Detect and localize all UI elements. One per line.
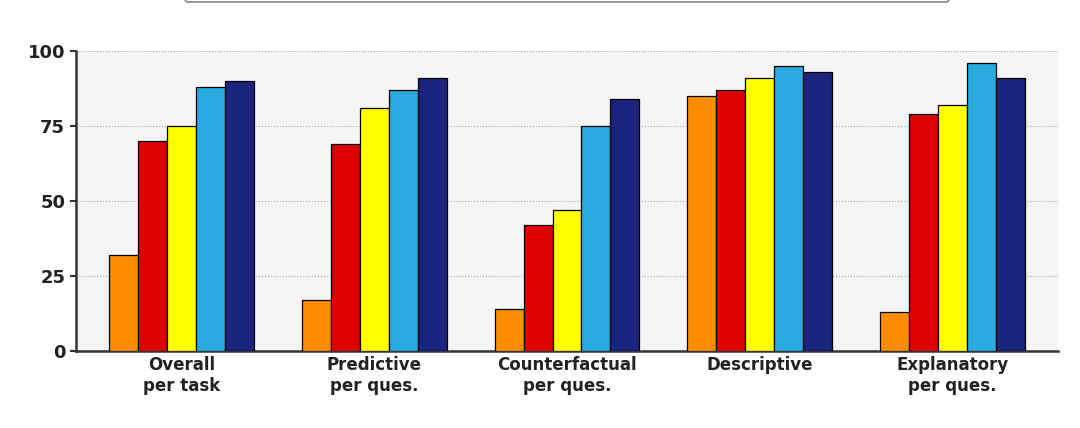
Bar <box>389 90 418 351</box>
Bar <box>524 225 553 351</box>
Bar <box>197 87 225 351</box>
Legend: Ours, Object_based Attention, DCL, NS_DR, MAC(V): Ours, Object_based Attention, DCL, NS_DR… <box>185 0 949 2</box>
Bar <box>495 309 524 351</box>
Bar <box>167 126 197 351</box>
Bar <box>909 114 937 351</box>
Bar <box>109 255 138 351</box>
Bar <box>138 141 167 351</box>
Bar <box>225 81 254 351</box>
Bar <box>418 78 446 351</box>
Bar <box>745 78 774 351</box>
Bar <box>967 63 996 351</box>
Bar <box>804 72 832 351</box>
Bar <box>880 312 909 351</box>
Bar <box>716 90 745 351</box>
Bar <box>360 108 389 351</box>
Bar <box>553 210 581 351</box>
Bar <box>996 78 1025 351</box>
Bar <box>302 300 330 351</box>
Bar <box>330 144 360 351</box>
Bar <box>688 96 716 351</box>
Bar <box>937 105 967 351</box>
Bar <box>581 126 610 351</box>
Bar <box>610 99 639 351</box>
Bar <box>774 66 804 351</box>
